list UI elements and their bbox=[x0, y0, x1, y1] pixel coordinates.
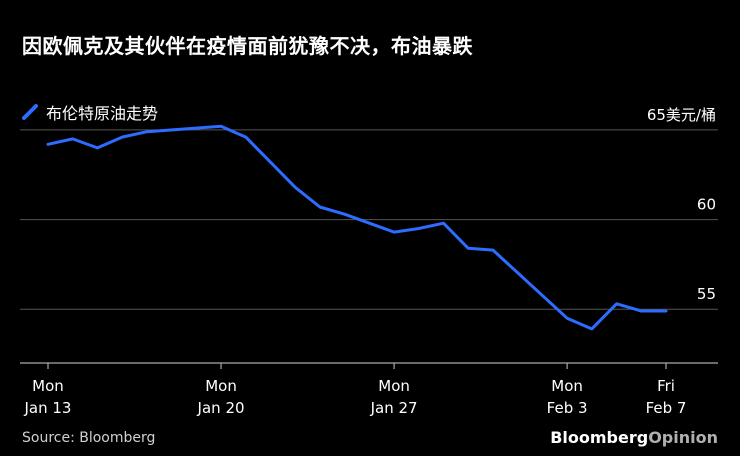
x-tick-label-weekday: Mon bbox=[205, 377, 237, 395]
source-note: Source: Bloomberg bbox=[22, 430, 156, 446]
x-tick-label-weekday: Mon bbox=[378, 377, 410, 395]
brand-logo: BloombergOpinion bbox=[550, 428, 718, 447]
y-tick-label: 65美元/桶 bbox=[647, 106, 716, 124]
legend: 布伦特原油走势 bbox=[22, 100, 158, 124]
y-tick-label: 55 bbox=[697, 285, 716, 303]
x-tick-label-date: Jan 27 bbox=[370, 399, 418, 417]
series-line-brent bbox=[46, 124, 668, 331]
x-tick-label-weekday: Fri bbox=[657, 377, 675, 395]
chart-title: 因欧佩克及其伙伴在疫情面前犹豫不决，布油暴跌 bbox=[22, 34, 473, 58]
x-tick-label-date: Jan 13 bbox=[24, 399, 72, 417]
x-tick-label-date: Feb 7 bbox=[646, 399, 687, 417]
x-tick-label-weekday: Mon bbox=[32, 377, 64, 395]
legend-swatch-icon bbox=[22, 104, 38, 120]
x-tick-label-weekday: Mon bbox=[551, 377, 583, 395]
x-tick-label-date: Jan 20 bbox=[197, 399, 245, 417]
brand-light: Opinion bbox=[648, 428, 718, 447]
brand-bold: Bloomberg bbox=[550, 428, 649, 447]
x-tick-label-date: Feb 3 bbox=[547, 399, 588, 417]
legend-label: 布伦特原油走势 bbox=[46, 104, 159, 123]
y-tick-label: 60 bbox=[697, 196, 716, 214]
